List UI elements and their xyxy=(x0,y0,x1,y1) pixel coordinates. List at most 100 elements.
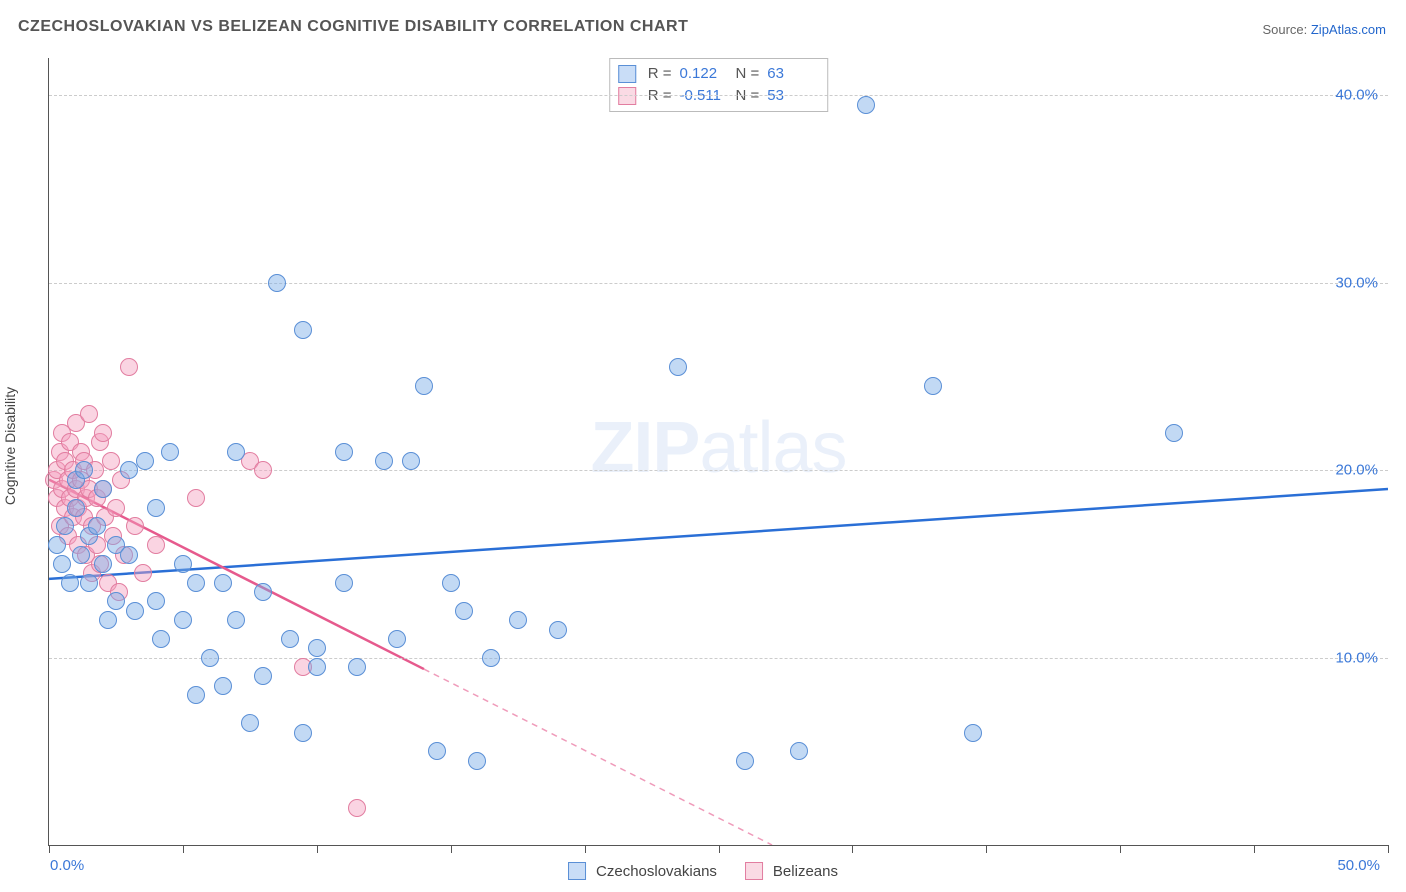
scatter-point xyxy=(56,517,74,535)
scatter-point xyxy=(669,358,687,376)
x-tick xyxy=(1388,845,1389,853)
stat-r-label: R = xyxy=(648,63,672,85)
chart-plot-area: ZIPatlas R = 0.122 N = 63 R = -0.511 N =… xyxy=(48,58,1388,846)
scatter-point xyxy=(348,799,366,817)
swatch-blue-icon xyxy=(618,65,636,83)
scatter-point xyxy=(94,555,112,573)
scatter-point xyxy=(549,621,567,639)
scatter-point xyxy=(88,517,106,535)
scatter-point xyxy=(308,639,326,657)
scatter-point xyxy=(254,461,272,479)
stat-n-value: 63 xyxy=(767,63,815,85)
scatter-point xyxy=(48,536,66,554)
gridline xyxy=(49,283,1388,284)
scatter-point xyxy=(80,405,98,423)
scatter-point xyxy=(1165,424,1183,442)
scatter-point xyxy=(736,752,754,770)
correlation-stats-box: R = 0.122 N = 63 R = -0.511 N = 53 xyxy=(609,58,829,112)
scatter-point xyxy=(348,658,366,676)
scatter-point xyxy=(126,517,144,535)
scatter-point xyxy=(174,611,192,629)
scatter-point xyxy=(126,602,144,620)
y-tick-label: 10.0% xyxy=(1335,649,1378,666)
scatter-point xyxy=(964,724,982,742)
swatch-pink-icon xyxy=(745,862,763,880)
scatter-point xyxy=(442,574,460,592)
scatter-point xyxy=(174,555,192,573)
scatter-point xyxy=(227,443,245,461)
scatter-point xyxy=(75,461,93,479)
scatter-point xyxy=(72,546,90,564)
scatter-point xyxy=(294,724,312,742)
stat-r-value: 0.122 xyxy=(680,63,728,85)
scatter-point xyxy=(268,274,286,292)
scatter-point xyxy=(94,480,112,498)
gridline xyxy=(49,658,1388,659)
y-tick-label: 30.0% xyxy=(1335,274,1378,291)
watermark-light: atlas xyxy=(699,407,846,487)
chart-title: CZECHOSLOVAKIAN VS BELIZEAN COGNITIVE DI… xyxy=(18,18,688,36)
bottom-legend: Czechoslovakians Belizeans xyxy=(568,862,838,880)
scatter-point xyxy=(187,686,205,704)
x-axis-min-label: 0.0% xyxy=(50,857,84,874)
scatter-point xyxy=(120,461,138,479)
x-tick xyxy=(1120,845,1121,853)
scatter-point xyxy=(482,649,500,667)
scatter-point xyxy=(455,602,473,620)
scatter-point xyxy=(107,592,125,610)
legend-label: Belizeans xyxy=(773,863,838,880)
scatter-point xyxy=(107,499,125,517)
scatter-point xyxy=(214,574,232,592)
scatter-point xyxy=(53,555,71,573)
scatter-point xyxy=(428,742,446,760)
source-prefix: Source: xyxy=(1262,22,1310,37)
scatter-point xyxy=(187,489,205,507)
watermark-bold: ZIP xyxy=(590,407,699,487)
scatter-point xyxy=(147,499,165,517)
scatter-point xyxy=(161,443,179,461)
scatter-point xyxy=(509,611,527,629)
scatter-point xyxy=(415,377,433,395)
x-tick xyxy=(986,845,987,853)
scatter-point xyxy=(67,499,85,517)
scatter-point xyxy=(134,564,152,582)
x-tick xyxy=(451,845,452,853)
scatter-point xyxy=(388,630,406,648)
stats-row: R = 0.122 N = 63 xyxy=(618,63,816,85)
scatter-point xyxy=(136,452,154,470)
scatter-point xyxy=(375,452,393,470)
scatter-point xyxy=(294,321,312,339)
scatter-point xyxy=(120,546,138,564)
scatter-point xyxy=(147,536,165,554)
scatter-point xyxy=(790,742,808,760)
scatter-point xyxy=(152,630,170,648)
x-axis-max-label: 50.0% xyxy=(1337,857,1380,874)
scatter-point xyxy=(402,452,420,470)
scatter-point xyxy=(335,574,353,592)
scatter-point xyxy=(61,574,79,592)
legend-label: Czechoslovakians xyxy=(596,863,717,880)
gridline xyxy=(49,470,1388,471)
scatter-point xyxy=(924,377,942,395)
legend-item: Czechoslovakians xyxy=(568,862,717,880)
legend-item: Belizeans xyxy=(745,862,838,880)
x-tick xyxy=(49,845,50,853)
x-tick xyxy=(1254,845,1255,853)
x-tick xyxy=(852,845,853,853)
scatter-point xyxy=(281,630,299,648)
scatter-point xyxy=(254,583,272,601)
x-tick xyxy=(317,845,318,853)
scatter-point xyxy=(80,574,98,592)
x-tick xyxy=(585,845,586,853)
x-tick xyxy=(719,845,720,853)
scatter-point xyxy=(201,649,219,667)
swatch-blue-icon xyxy=(568,862,586,880)
x-tick xyxy=(183,845,184,853)
scatter-point xyxy=(187,574,205,592)
y-tick-label: 20.0% xyxy=(1335,462,1378,479)
scatter-point xyxy=(214,677,232,695)
source-link[interactable]: ZipAtlas.com xyxy=(1311,22,1386,37)
watermark: ZIPatlas xyxy=(590,406,846,488)
scatter-point xyxy=(227,611,245,629)
scatter-point xyxy=(857,96,875,114)
